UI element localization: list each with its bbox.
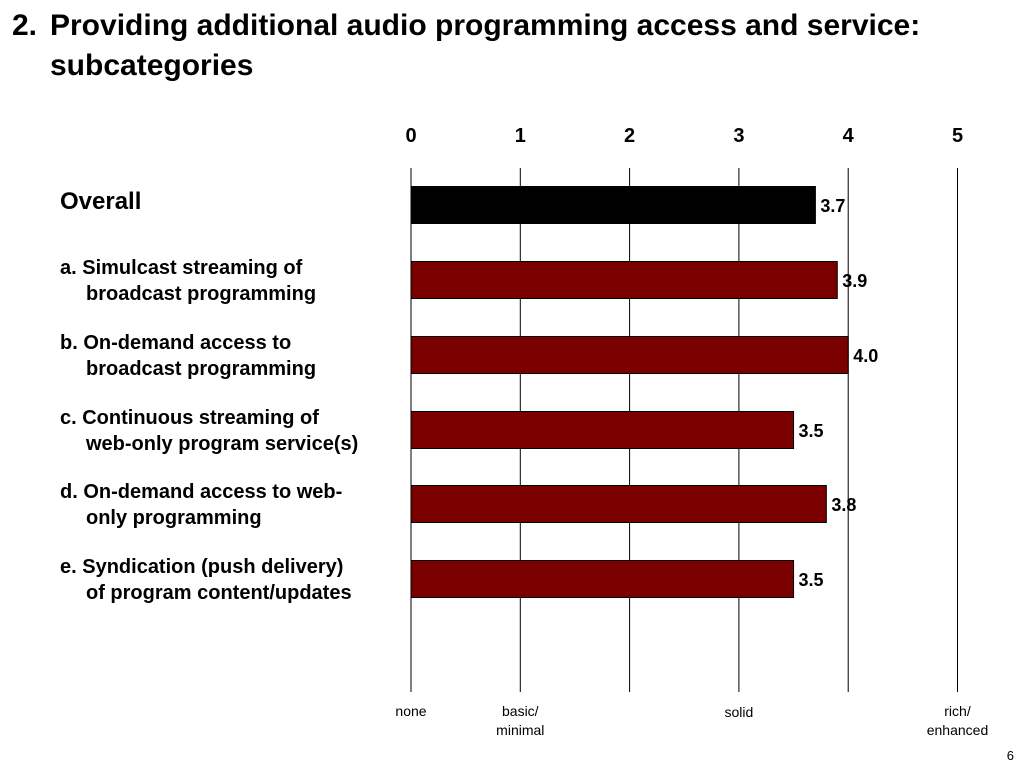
category-label: a. Simulcast streaming of broadcast progr… bbox=[60, 257, 317, 305]
scale-label: solid bbox=[724, 704, 754, 720]
x-tick-label: 2 bbox=[624, 125, 635, 147]
category-label: c. Continuous streaming of web-only progr… bbox=[60, 407, 359, 455]
x-tick-label: 1 bbox=[515, 125, 526, 147]
subcategory-bar bbox=[410, 560, 795, 598]
scale-label: none bbox=[395, 703, 427, 719]
page-number: 6 bbox=[1006, 748, 1014, 763]
category-label: b. On-demand access to broadcast programm… bbox=[60, 332, 317, 380]
data-label: 3.8 bbox=[831, 495, 856, 515]
data-label: 3.9 bbox=[842, 271, 867, 291]
overall-label: Overall bbox=[60, 188, 142, 215]
x-tick-label: 5 bbox=[952, 125, 963, 147]
subcategory-bar bbox=[410, 485, 827, 523]
slide-title-text: Providing additional audio programming a… bbox=[50, 9, 921, 82]
data-label: 3.7 bbox=[820, 196, 845, 216]
slide-title-number: 2. bbox=[12, 9, 38, 42]
x-tick-label: 0 bbox=[405, 125, 416, 147]
x-tick-label: 4 bbox=[843, 125, 855, 147]
scale-label: basic/minimal bbox=[496, 703, 545, 738]
subcategory-bar bbox=[410, 336, 849, 374]
category-label: e. Syndication (push delivery) of program… bbox=[60, 556, 352, 604]
x-tick-label: 3 bbox=[733, 125, 744, 147]
overall-bar bbox=[410, 186, 816, 224]
subcategory-bar bbox=[410, 261, 838, 299]
category-label: d. On-demand access to web-only programm… bbox=[60, 481, 343, 529]
subcategory-bar bbox=[410, 411, 795, 449]
data-label: 3.5 bbox=[799, 421, 824, 441]
scale-label: rich/enhanced bbox=[926, 703, 989, 738]
data-label: 4.0 bbox=[853, 346, 878, 366]
slide-title: 2. Providing additional audio programmin… bbox=[12, 6, 1002, 86]
data-label: 3.5 bbox=[799, 570, 824, 590]
